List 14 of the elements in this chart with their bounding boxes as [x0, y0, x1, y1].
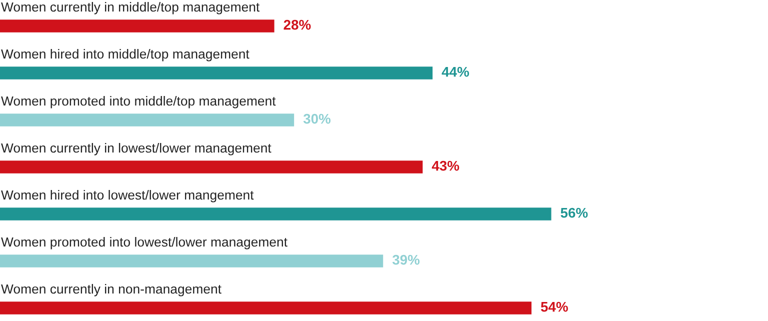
data-label: 39% — [392, 254, 420, 265]
y-tick-label: Women currently in lowest/lower management — [1, 142, 272, 156]
data-label: 43% — [432, 160, 460, 171]
y-tick-label: Women promoted into middle/top management — [1, 96, 276, 108]
y-tick-label: Women currently in non-management — [1, 284, 222, 296]
data-label: 56% — [560, 208, 588, 218]
data-label: 54% — [540, 302, 568, 312]
y-tick-label: Women hired into middle/top management — [1, 48, 250, 62]
data-label: 30% — [303, 114, 331, 124]
y-tick-label: Women hired into lowest/lower mangement — [1, 190, 254, 202]
y-tick-label: Women currently in middle/top management — [1, 2, 260, 14]
data-label: 28% — [284, 20, 311, 30]
y-tick-label: Women promoted into lowest/lower management — [1, 236, 288, 250]
data-label: 44% — [442, 66, 469, 77]
